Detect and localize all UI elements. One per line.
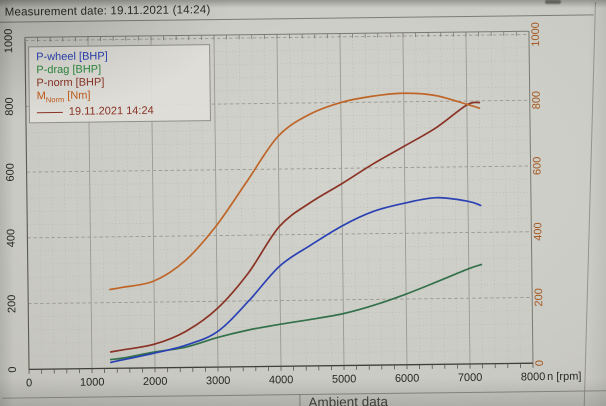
series-p-wheel-bhp-	[109, 196, 482, 364]
legend-label-date: 19.11.2021 14:24	[68, 105, 154, 119]
ambient-data-section-label: Ambient data	[308, 393, 389, 406]
y-tick-label-right: 200	[533, 288, 545, 307]
cutoff-header-fragment	[545, 0, 561, 4]
y-tick-label-left: 800	[4, 97, 16, 116]
legend-label-m-norm-unit: [Nm]	[64, 89, 91, 102]
y-tick-label-right: 600	[531, 157, 543, 176]
legend-label-p-norm: P-norm [BHP]	[36, 76, 105, 90]
page-title: Measurement date: 19.11.2021 (14:24)	[4, 4, 211, 19]
legend-item-4: 19.11.2021 14:24	[36, 104, 203, 119]
legend-item-3: MNorm [Nm]	[37, 88, 203, 106]
legend-label-m-norm-main: M	[36, 90, 46, 103]
series-p-norm-bhp-	[109, 101, 481, 353]
x-tick-label: 1000	[80, 376, 105, 388]
x-axis-unit-label: n [rpm]	[547, 370, 582, 384]
chart-legend: P-wheel [BHP] P-drag [BHP] P-norm [BHP] …	[28, 44, 211, 124]
y-tick-label-left: 200	[6, 295, 18, 314]
y-tick-label-right: 1000	[530, 22, 542, 47]
y-tick-label-right: 0	[534, 360, 546, 366]
series-line-swatch	[36, 111, 63, 114]
footer-section-divider	[299, 394, 301, 406]
series-m-norm-nm-	[109, 92, 481, 291]
x-tick-label: 6000	[395, 373, 420, 385]
data-series	[109, 92, 483, 364]
series-p-drag-bhp-	[109, 263, 483, 361]
y-tick-label-left: 1000	[3, 29, 15, 54]
x-tick-label: 0	[26, 377, 32, 389]
x-tick-label: 4000	[269, 374, 294, 386]
y-tick-label-left: 400	[5, 229, 17, 248]
y-tick-label-right: 400	[532, 222, 544, 241]
y-tick-label-right: 800	[531, 91, 543, 110]
x-tick-label: 3000	[206, 375, 231, 387]
y-tick-label-left: 0	[7, 366, 19, 372]
footer-section-rule	[2, 390, 606, 399]
x-tick-label: 2000	[143, 376, 168, 388]
x-tick-label: 5000	[332, 373, 357, 385]
legend-label-p-drag: P-drag [BHP]	[36, 63, 102, 77]
x-tick-label: 7000	[458, 372, 483, 384]
legend-label-m-norm-sub: Norm	[45, 95, 65, 105]
x-tick-label: 8000	[521, 371, 546, 383]
legend-label-p-wheel: P-wheel [BHP]	[36, 50, 108, 64]
y-tick-label-left: 600	[4, 163, 16, 182]
